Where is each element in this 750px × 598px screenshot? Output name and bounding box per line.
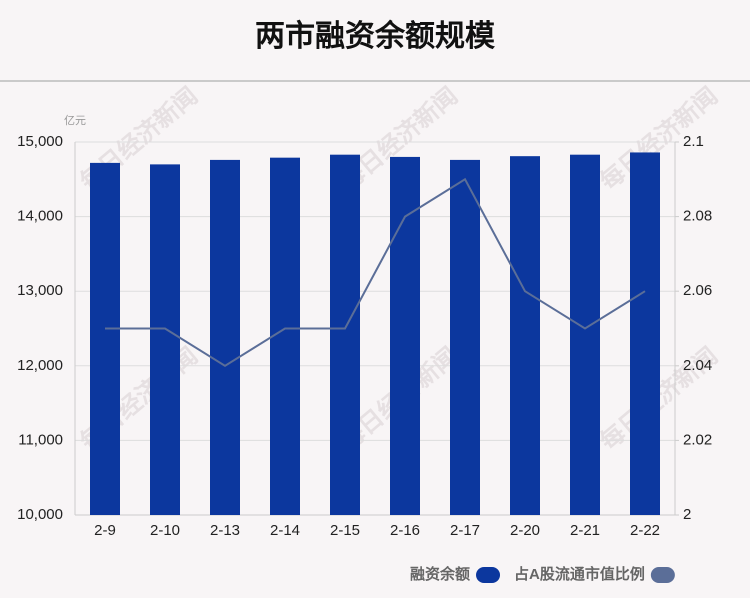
- y-tick-label: 15,000: [17, 133, 63, 150]
- bar: [330, 154, 360, 515]
- legend-label: 占A股流通市值比例: [514, 565, 645, 583]
- legend-swatch: [476, 567, 501, 583]
- legend-label: 融资余额: [410, 565, 470, 583]
- y2-tick-label: 2: [683, 506, 691, 523]
- y-unit: 亿元: [64, 114, 86, 127]
- bar: [570, 154, 600, 515]
- y-tick-label: 12,000: [17, 357, 63, 374]
- x-tick-label: 2-14: [270, 522, 300, 539]
- y-tick-label: 13,000: [17, 282, 63, 299]
- y2-tick-label: 2.1: [683, 133, 704, 150]
- y2-tick-label: 2.08: [683, 208, 712, 225]
- x-tick-label: 2-17: [450, 522, 480, 539]
- y-tick-label: 11,000: [18, 431, 63, 448]
- x-tick-label: 2-21: [570, 522, 600, 539]
- bar: [270, 157, 300, 515]
- legend-swatch: [650, 567, 675, 583]
- bar: [510, 156, 540, 515]
- bar: [630, 152, 660, 515]
- y2-tick-label: 2.02: [683, 431, 712, 448]
- x-tick-label: 2-15: [330, 522, 360, 539]
- x-tick-label: 2-10: [150, 522, 180, 539]
- x-tick-label: 2-16: [390, 522, 420, 539]
- y2-tick-label: 2.06: [683, 282, 712, 299]
- x-tick-label: 2-22: [630, 522, 660, 539]
- bar: [210, 159, 240, 516]
- y-tick-label: 14,000: [17, 208, 63, 225]
- x-tick-label: 2-20: [510, 522, 540, 539]
- y2-tick-label: 2.04: [683, 357, 712, 374]
- chart-title: 两市融资余额规模: [255, 19, 495, 53]
- bar: [90, 162, 120, 515]
- y-tick-label: 10,000: [17, 506, 63, 523]
- x-tick-label: 2-13: [210, 522, 240, 539]
- bar: [450, 159, 480, 516]
- line: [105, 177, 646, 367]
- x-tick-label: 2-9: [94, 522, 116, 539]
- bar: [150, 164, 180, 515]
